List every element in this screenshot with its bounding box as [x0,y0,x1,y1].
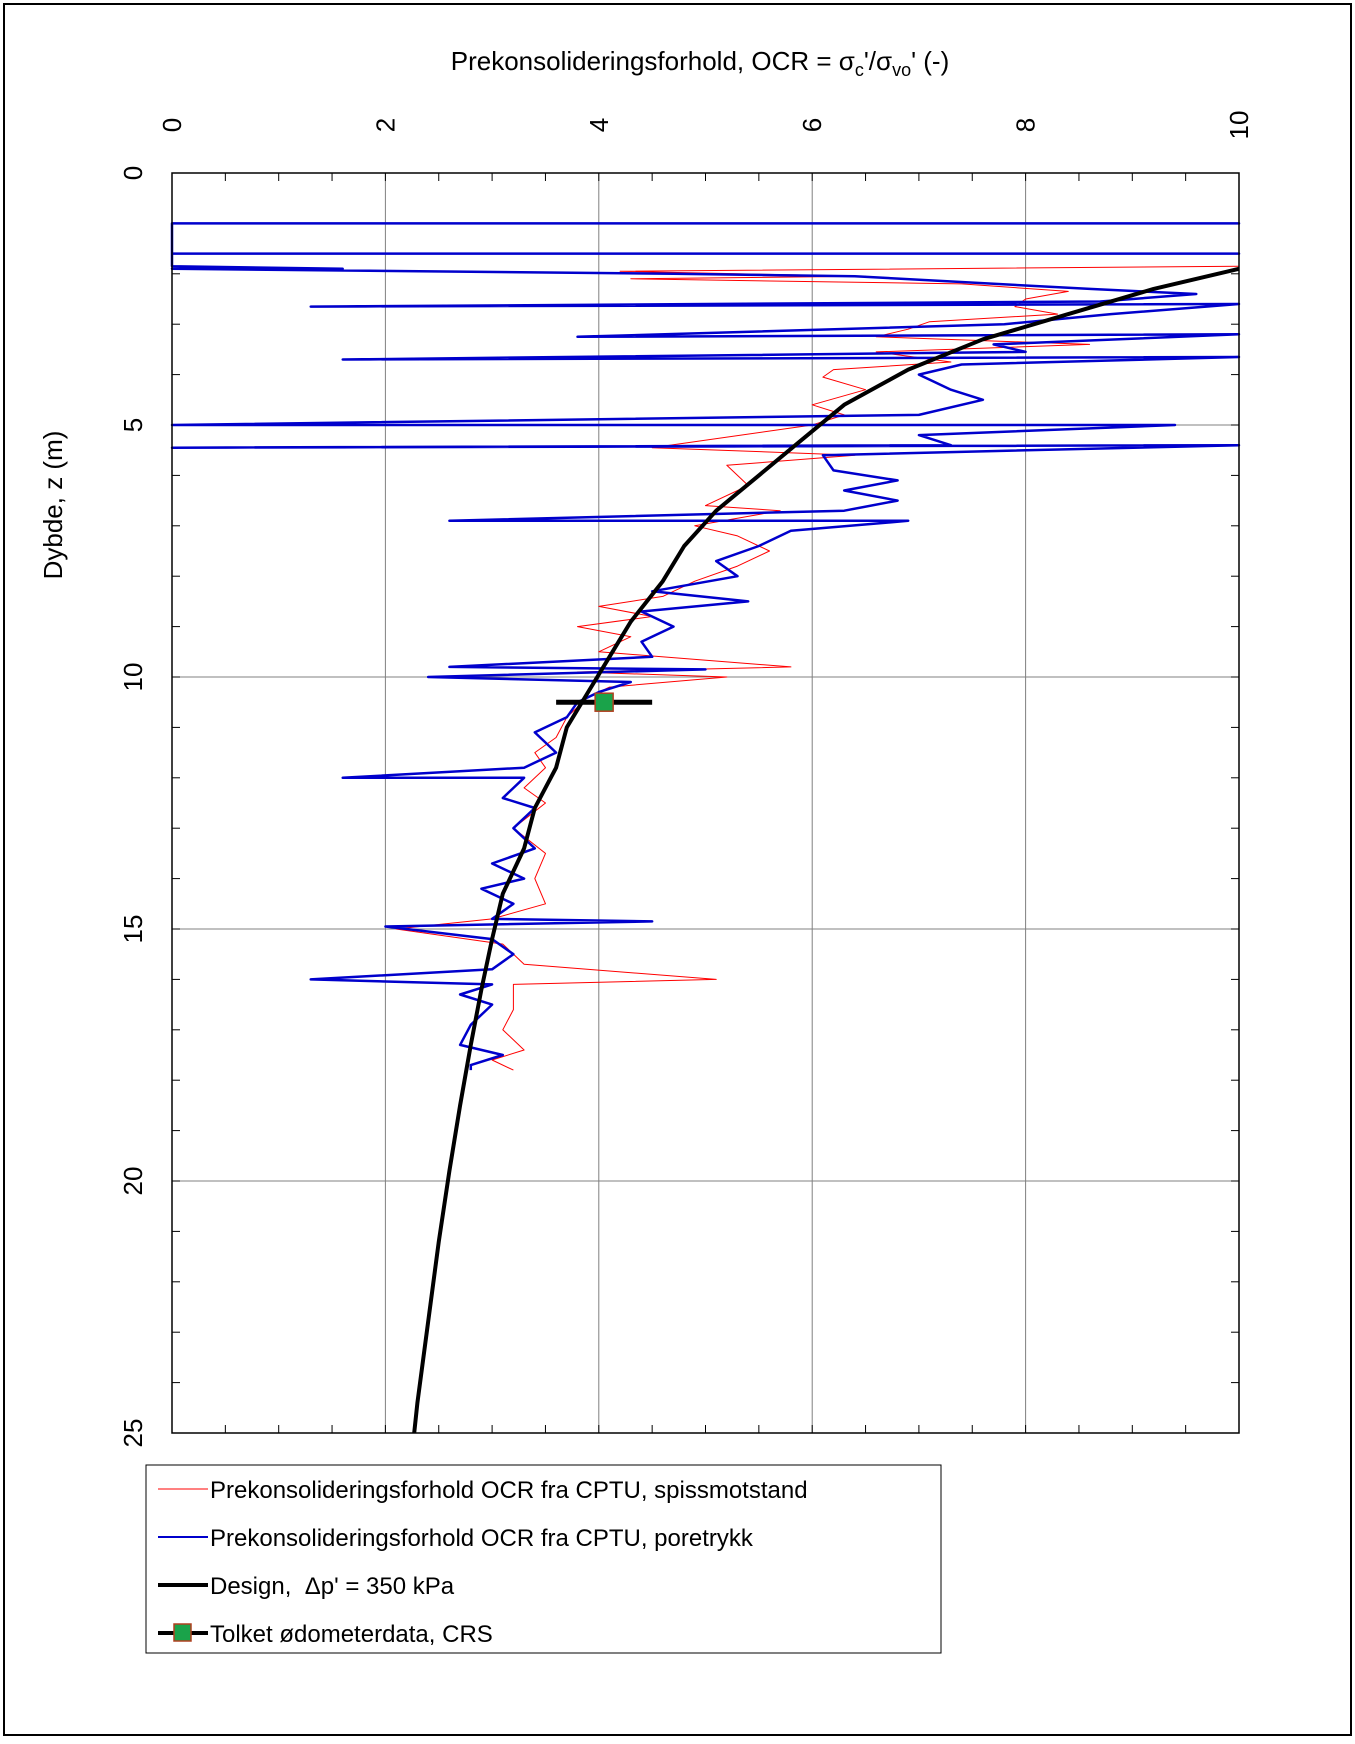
legend: Prekonsolideringsforhold OCR fra CPTU, s… [145,1464,942,1654]
tick-label-layer: 0 2 4 6 8 10 0 5 10 15 20 25 [118,111,1254,1448]
title-mid: '/σ [864,46,892,76]
series-line-spissmotstand [395,265,1240,1071]
x-tick-label: 6 [797,118,827,132]
series-line-poretrykk [170,222,1241,1071]
legend-item-spissmotstand: Prekonsolideringsforhold OCR fra CPTU, s… [158,1477,808,1504]
x-tick-label: 2 [370,118,400,132]
y-tick-label: 0 [118,166,148,180]
series-line-design [412,266,1240,1434]
legend-box [145,1464,942,1654]
legend-label-poretrykk: Prekonsolideringsforhold OCR fra CPTU, p… [210,1525,754,1552]
legend-swatch-crs-marker [173,1623,192,1642]
y-tick-label: 5 [118,418,148,432]
y-axis-label: Dybde, z (m) [38,431,68,580]
plot-area-frame [171,172,1240,1434]
x-tick-label: 8 [1011,118,1041,132]
x-tick-label: 4 [584,118,614,132]
legend-label-design: Design, Δp' = 350 kPa [210,1573,455,1600]
legend-item-crs: Tolket ødometerdata, CRS [158,1621,493,1648]
title-sub1: c [855,60,864,80]
title-prefix: Prekonsolideringsforhold, OCR = σ [451,46,855,76]
y-tick-label: 25 [118,1419,148,1448]
legend-label-spissmotstand: Prekonsolideringsforhold OCR fra CPTU, s… [210,1477,808,1504]
y-tick-label: 20 [118,1167,148,1196]
chart-title: Prekonsolideringsforhold, OCR = σc'/σvo'… [451,46,950,80]
x-tick-label: 0 [157,118,187,132]
x-tick-label: 10 [1224,111,1254,140]
legend-item-design: Design, Δp' = 350 kPa [158,1573,455,1600]
legend-item-poretrykk: Prekonsolideringsforhold OCR fra CPTU, p… [158,1525,754,1552]
y-tick-label: 10 [118,663,148,692]
series-layer [170,222,1241,1434]
crs-data-point [594,692,614,712]
title-sub2: vo [892,60,911,80]
legend-label-crs: Tolket ødometerdata, CRS [210,1621,493,1648]
title-suffix: ' (-) [911,46,949,76]
y-tick-label: 15 [118,915,148,944]
page-border [3,3,1352,1736]
